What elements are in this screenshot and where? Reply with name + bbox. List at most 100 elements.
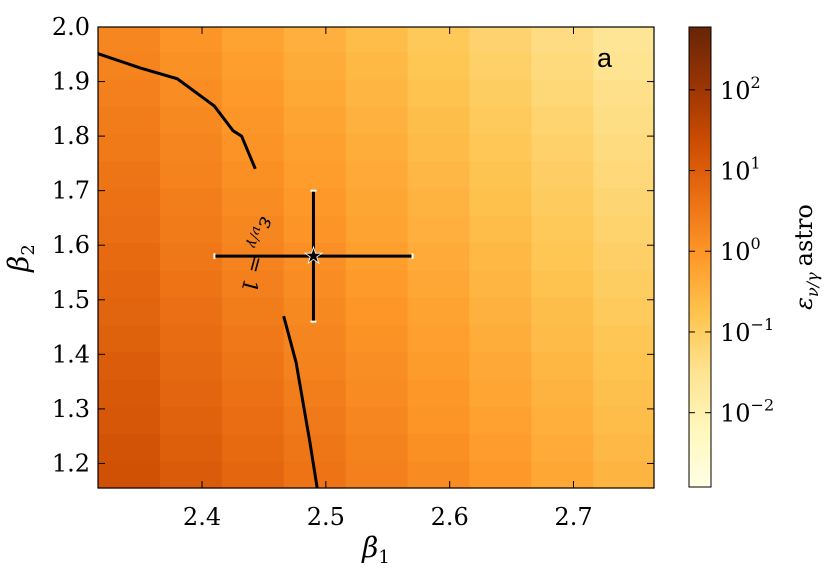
- heatmap-cell: [159, 433, 223, 462]
- plot-frame: [97, 26, 655, 489]
- colorbar-ticks: 102 101 100 10−1 10−2: [689, 73, 774, 428]
- heatmap-cell: [407, 269, 471, 298]
- heatmap-cell: [593, 51, 655, 80]
- heatmap-cell: [469, 160, 533, 189]
- heatmap-cell: [345, 51, 409, 80]
- colorbar-label-text: astro: [790, 204, 818, 266]
- heatmap-cell: [98, 78, 161, 107]
- heatmap-cell: [469, 187, 533, 216]
- heatmap-cell: [345, 433, 409, 462]
- heatmap-cell: [345, 106, 409, 134]
- heatmap-cell: [593, 324, 655, 353]
- contour-label-sub: ν/γ: [244, 224, 265, 250]
- heatmap-cell: [407, 27, 471, 53]
- heatmap-cell: [283, 78, 347, 107]
- heatmap-cell: [345, 160, 409, 189]
- x-tick-label: 2.5: [307, 503, 345, 531]
- heatmap-cell: [345, 133, 409, 162]
- contour-label: εν/γ = 1: [236, 215, 279, 296]
- panel-label: a: [597, 43, 613, 73]
- heatmap-cell: [469, 133, 533, 162]
- heatmap-cell: [593, 27, 655, 53]
- heatmap-cell: [159, 269, 223, 298]
- heatmap-cell: [531, 106, 594, 134]
- svg-text:εν/γastro: εν/γ astro: [790, 204, 822, 310]
- heatmap-cell: [407, 406, 471, 435]
- heatmap-cell: [531, 78, 594, 107]
- heatmap-cell: [407, 351, 471, 380]
- heatmap-cell: [531, 433, 594, 462]
- contour-line-upper: [97, 52, 257, 170]
- x-tick-label: 2.6: [431, 503, 469, 531]
- heatmap-cell: [98, 242, 161, 271]
- heatmap-cell: [159, 242, 223, 271]
- heatmap-cell: [221, 51, 285, 80]
- heatmap-cell: [159, 351, 223, 380]
- heatmap-cell: [283, 106, 347, 134]
- heatmap-cell: [283, 160, 347, 189]
- heatmap-cell: [345, 460, 409, 489]
- heatmap-cell: [221, 406, 285, 435]
- best-fit-errorbars: ★: [213, 189, 414, 323]
- heatmap-cell: [345, 324, 409, 353]
- contour-lines: [97, 52, 319, 489]
- y-tick-label: 2.0: [52, 13, 90, 41]
- heatmap-cell: [469, 406, 533, 435]
- colorbar-tick-label: 102: [720, 73, 761, 105]
- heatmap-cell: [593, 133, 655, 162]
- heatmap-cell: [221, 27, 285, 53]
- y-tick-label: 1.2: [52, 449, 90, 477]
- y-tick-label: 1.6: [52, 231, 90, 259]
- heatmap-cell: [98, 133, 161, 162]
- heatmap-cell: [469, 269, 533, 298]
- heatmap-cell: [469, 215, 533, 244]
- colorbar-label-symbol: ε: [790, 297, 818, 310]
- heatmap-cell: [531, 460, 594, 489]
- best-fit-star-marker: ★: [304, 244, 324, 269]
- heatmap-cell: [98, 433, 161, 462]
- x-tick-label: 2.7: [554, 503, 592, 531]
- heatmap-cell: [407, 297, 471, 325]
- y-axis-label: β2: [2, 244, 39, 273]
- heatmap-cell: [593, 106, 655, 134]
- colorbar: [688, 26, 712, 488]
- x-axis-label-sub: 1: [378, 547, 389, 568]
- colorbar-tick-label: 10−1: [720, 315, 774, 347]
- heatmap-cell: [531, 324, 594, 353]
- heatmap-cell: [407, 433, 471, 462]
- heatmap-cell: [283, 297, 347, 325]
- heatmap-cell: [593, 460, 655, 489]
- heatmap-cell: [159, 215, 223, 244]
- heatmap-cell: [531, 187, 594, 216]
- heatmap-cell: [407, 324, 471, 353]
- y-tick-label: 1.4: [52, 340, 90, 368]
- heatmap-cell: [221, 297, 285, 325]
- heatmap-cell: [407, 460, 471, 489]
- heatmap-cell: [345, 78, 409, 107]
- heatmap-cell: [283, 324, 347, 353]
- y-axis-label-sub: 2: [18, 244, 39, 255]
- heatmap-cell: [345, 187, 409, 216]
- y-tick-label: 1.5: [52, 286, 90, 314]
- colorbar-label-sub: ν/γ: [803, 272, 822, 297]
- heatmap-cell: [531, 297, 594, 325]
- y-axis-label-symbol: β: [2, 256, 35, 273]
- heatmap-cell: [593, 406, 655, 435]
- x-axis-ticks: 2.4 2.5 2.6 2.7: [183, 27, 593, 531]
- heatmap-cell: [159, 378, 223, 407]
- heatmap-cell: [159, 460, 223, 489]
- heatmap-cell: [283, 187, 347, 216]
- heatmap-cell: [283, 269, 347, 298]
- heatmap-cell: [221, 133, 285, 162]
- heatmap-cell: [159, 406, 223, 435]
- heatmap-cell: [593, 297, 655, 325]
- heatmap-cell: [469, 351, 533, 380]
- heatmap-cell: [283, 133, 347, 162]
- heatmap-cell: [531, 215, 594, 244]
- colorbar-tick-label: 101: [720, 154, 761, 186]
- heatmap-cell: [221, 269, 285, 298]
- heatmap-cell: [469, 106, 533, 134]
- heatmap-cell: [593, 160, 655, 189]
- heatmap-cell: [221, 215, 285, 244]
